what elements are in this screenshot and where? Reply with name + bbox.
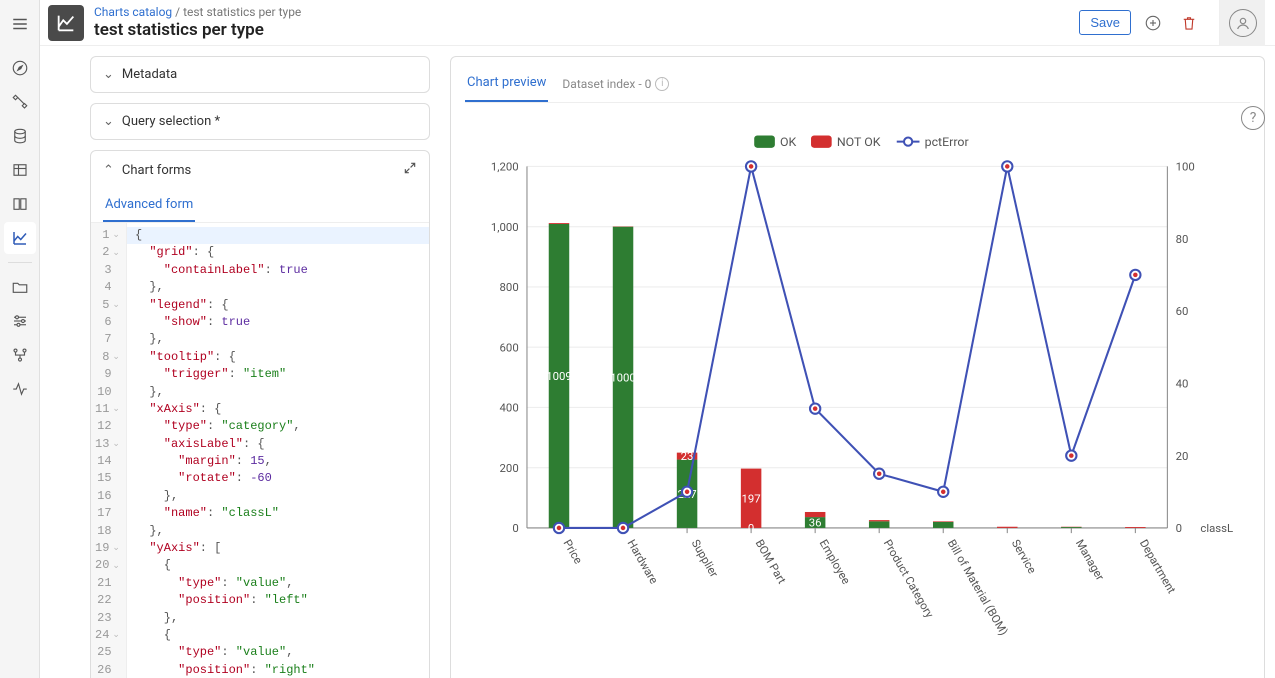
svg-text:BOM Part: BOM Part (753, 537, 790, 586)
query-selection-panel: ⌄ Query selection * (90, 103, 430, 140)
chevron-down-icon: ⌄ (103, 67, 114, 82)
compass-icon[interactable] (4, 52, 36, 84)
menu-icon[interactable] (4, 8, 36, 40)
user-menu[interactable] (1219, 0, 1265, 46)
svg-text:200: 200 (500, 461, 519, 475)
svg-text:Bill of Material (BOM): Bill of Material (BOM) (945, 537, 1011, 638)
svg-text:197: 197 (742, 491, 761, 505)
svg-text:1009: 1009 (546, 369, 572, 383)
svg-text:20: 20 (1176, 449, 1189, 463)
breadcrumb-catalog-link[interactable]: Charts catalog (94, 5, 172, 19)
breadcrumb-current: test statistics per type (183, 5, 301, 19)
json-editor[interactable]: 1⌄2⌄3 4 5⌄6 7 8⌄9 10 11⌄12 13⌄14 15 16 1… (91, 223, 429, 678)
chevron-down-icon: ⌄ (103, 114, 114, 129)
svg-text:1,000: 1,000 (491, 220, 519, 234)
svg-text:Hardware: Hardware (625, 537, 662, 586)
svg-text:23: 23 (681, 449, 694, 463)
topbar: Charts catalog / test statistics per typ… (40, 0, 1275, 46)
svg-text:80: 80 (1176, 232, 1189, 246)
svg-text:Service: Service (1009, 537, 1040, 576)
metadata-panel: ⌄ Metadata (90, 56, 430, 93)
svg-text:OK: OK (780, 136, 797, 150)
tools-icon[interactable] (4, 86, 36, 118)
svg-text:36: 36 (809, 516, 822, 530)
svg-text:Department: Department (1137, 537, 1179, 596)
svg-text:Manager: Manager (1073, 537, 1108, 583)
svg-text:Supplier: Supplier (689, 537, 722, 580)
svg-text:1,200: 1,200 (491, 160, 519, 174)
table-icon[interactable] (4, 154, 36, 186)
svg-text:NOT OK: NOT OK (837, 136, 881, 150)
delete-icon[interactable] (1175, 9, 1203, 37)
svg-text:800: 800 (500, 280, 519, 294)
query-selection-toggle[interactable]: ⌄ Query selection * (91, 104, 429, 139)
chevron-up-icon: ⌃ (103, 163, 114, 178)
chart-forms-toggle[interactable]: ⌃ Chart forms (91, 151, 429, 189)
svg-text:100: 100 (1176, 160, 1195, 174)
info-icon[interactable]: i (655, 77, 669, 91)
svg-text:400: 400 (500, 401, 519, 415)
database-icon[interactable] (4, 120, 36, 152)
page-title: test statistics per type (94, 20, 301, 40)
svg-text:60: 60 (1176, 304, 1189, 318)
svg-text:40: 40 (1176, 376, 1189, 390)
activity-icon[interactable] (4, 373, 36, 405)
chart-preview-tab[interactable]: Chart preview (465, 65, 548, 102)
help-icon[interactable]: ? (1241, 106, 1265, 130)
chart-preview-panel: Chart preview Dataset index - 0 i OK NOT … (450, 56, 1265, 678)
chart-forms-panel: ⌃ Chart forms Advanced form 1⌄2⌄3 4 5⌄6 … (90, 150, 430, 678)
svg-text:Employee: Employee (817, 537, 854, 587)
dataset-index-label: Dataset index - 0 i (562, 77, 669, 91)
svg-text:classL: classL (1200, 521, 1233, 535)
breadcrumb: Charts catalog / test statistics per typ… (94, 5, 301, 19)
sliders-icon[interactable] (4, 305, 36, 337)
expand-icon[interactable] (403, 161, 417, 179)
flow-icon[interactable] (4, 339, 36, 371)
svg-text:pctError: pctError (925, 136, 970, 150)
save-button[interactable]: Save (1079, 10, 1131, 35)
left-icon-rail (0, 0, 40, 678)
add-icon[interactable] (1139, 9, 1167, 37)
svg-text:0: 0 (512, 521, 518, 535)
user-avatar-icon (1229, 9, 1257, 37)
svg-text:0: 0 (1176, 521, 1182, 535)
book-icon[interactable] (4, 188, 36, 220)
chart-icon[interactable] (4, 222, 36, 254)
svg-text:600: 600 (500, 340, 519, 354)
advanced-form-tab[interactable]: Advanced form (103, 189, 195, 222)
metadata-toggle[interactable]: ⌄ Metadata (91, 57, 429, 92)
page-type-icon (48, 5, 84, 41)
chart-canvas: OK NOT OK pctError 0 200 400 600 800 1,000 1,200 0… (465, 103, 1250, 678)
svg-text:Product Category: Product Category (881, 537, 937, 621)
svg-text:Price: Price (561, 537, 586, 566)
folder-icon[interactable] (4, 271, 36, 303)
svg-text:1000: 1000 (610, 370, 636, 384)
